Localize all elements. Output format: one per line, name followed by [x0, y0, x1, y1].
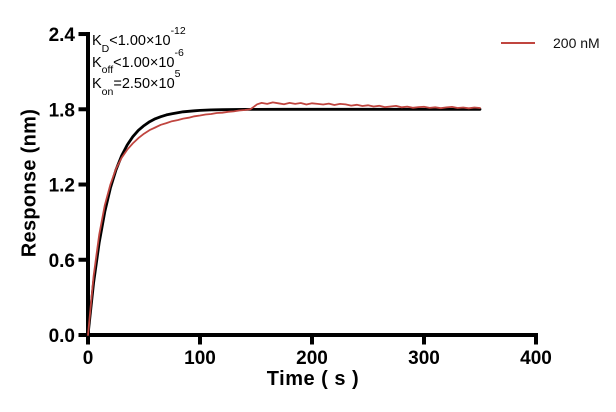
annotation-kd-value: <1.00×10: [109, 33, 171, 49]
x-tick-label: 200: [296, 348, 328, 369]
annotation-kd-subscript: D: [101, 42, 110, 55]
y-axis-label: Response (nm): [18, 108, 41, 258]
annotation-kon-subscript: on: [101, 85, 114, 98]
annotation-koff-subscript: off: [101, 64, 114, 77]
x-tick-label: 400: [520, 348, 552, 369]
y-tick-label: 1.2: [49, 176, 75, 197]
annotation-kon-exponent: 5: [174, 68, 181, 81]
y-tick-label: 2.4: [49, 25, 76, 46]
annotation-kd-symbol: K: [92, 33, 102, 49]
legend-line-swatch: [501, 42, 535, 44]
annotation-koff-symbol: K: [92, 54, 102, 71]
x-axis-label: Time ( s ): [266, 368, 360, 390]
legend-label: 200 nM: [553, 35, 600, 51]
y-tick-label: 0.0: [49, 326, 75, 347]
legend: 200 nM: [501, 35, 600, 51]
annotation-kd: KD<1.00×10-12: [92, 26, 186, 55]
annotation-kon-symbol: K: [92, 76, 102, 92]
y-tick-label: 0.6: [49, 251, 75, 272]
kinetics-annotations: KD<1.00×10-12 Koff<1.00×10-6 Kon=2.50×10…: [92, 26, 186, 98]
series-line-200-nm: [87, 101, 481, 336]
y-tick-label: 1.8: [49, 100, 75, 121]
x-tick-label: 0: [83, 348, 94, 369]
annotation-koff-exponent: -6: [174, 46, 184, 59]
x-tick-label: 100: [184, 348, 216, 369]
series-line-fit: [86, 107, 482, 337]
annotation-kd-exponent: -12: [170, 25, 186, 38]
annotation-koff: Koff<1.00×10-6: [92, 47, 186, 77]
annotation-koff-value: <1.00×10: [113, 54, 175, 71]
annotation-kon-value: =2.50×10: [113, 76, 175, 92]
annotation-kon: Kon=2.50×105: [92, 69, 186, 98]
x-tick-label: 300: [408, 348, 440, 369]
